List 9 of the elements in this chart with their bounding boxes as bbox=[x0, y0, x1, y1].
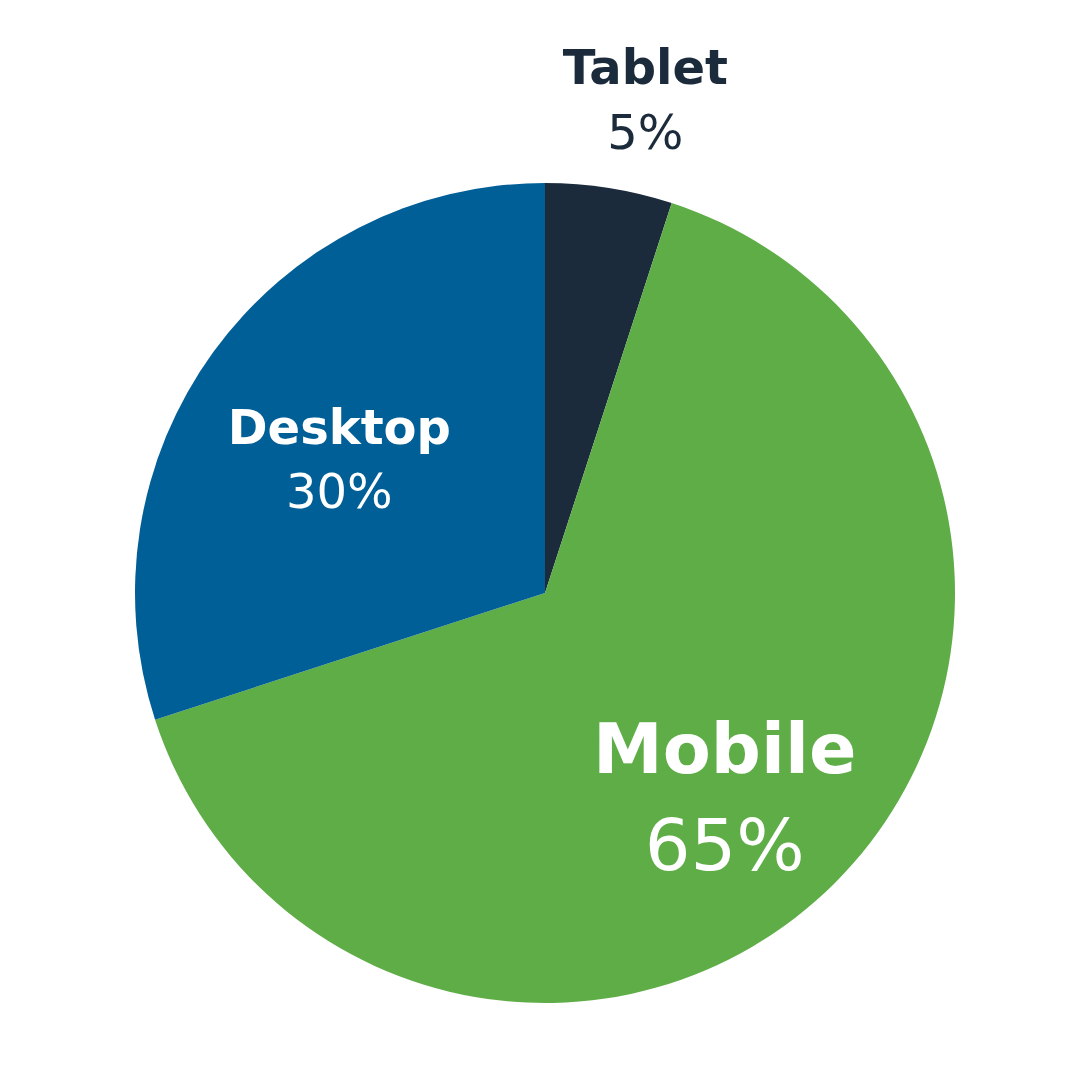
data-label: 5% bbox=[607, 103, 684, 160]
slice-label: Mobile bbox=[593, 707, 857, 790]
data-label: 65% bbox=[644, 802, 805, 887]
pie-slice bbox=[155, 203, 955, 1003]
pie-slice bbox=[545, 183, 672, 593]
pie-slice bbox=[135, 183, 545, 720]
data-label: 30% bbox=[286, 463, 393, 520]
slice-label: Tablet bbox=[562, 38, 729, 95]
slice-label: Desktop bbox=[227, 398, 451, 455]
